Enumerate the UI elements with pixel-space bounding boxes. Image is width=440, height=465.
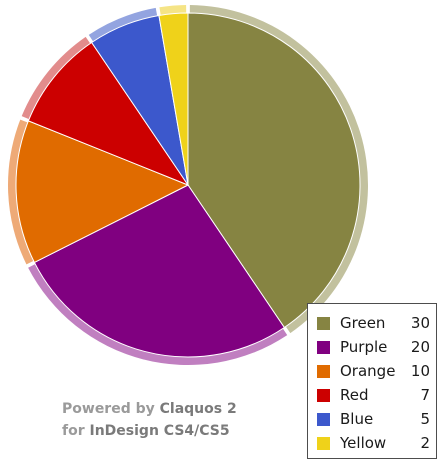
legend-swatch-purple (317, 340, 330, 354)
pie-slice-green (187, 12, 361, 329)
pie-slice-layer (15, 12, 361, 358)
legend-swatch-yellow (317, 436, 330, 450)
credit-line-2: for InDesign CS4/CS5 (62, 420, 237, 442)
legend-value-orange: 10 (410, 362, 430, 380)
credit-prefix-1: Powered by (62, 401, 155, 417)
legend-swatch-red (317, 388, 330, 402)
legend-swatch-orange (317, 364, 330, 378)
legend-item-purple: Purple 20 (317, 335, 430, 359)
chart-legend: Green 30 Purple 20 Orange 10 Red 7 Blue … (307, 303, 437, 459)
credit-product-2: InDesign CS4/CS5 (89, 423, 230, 439)
legend-swatch-blue (317, 412, 330, 426)
credit-prefix-2: for (62, 423, 85, 439)
credit-product-1: Claquos 2 (159, 401, 237, 417)
legend-value-red: 7 (420, 386, 430, 404)
credit-line-1: Powered by Claquos 2 (62, 398, 237, 420)
legend-label-green: Green (340, 314, 386, 332)
legend-label-purple: Purple (340, 338, 388, 356)
legend-item-orange: Orange 10 (317, 359, 430, 383)
pie-slice-purple (33, 184, 286, 358)
pie-slice-red (27, 41, 190, 187)
pie-slice-orange (15, 120, 190, 264)
legend-swatch-green (317, 316, 330, 330)
legend-label-blue: Blue (340, 410, 374, 428)
legend-item-red: Red 7 (317, 383, 430, 407)
legend-item-green: Green 30 (317, 311, 430, 335)
legend-item-yellow: Yellow 2 (317, 431, 430, 455)
legend-label-orange: Orange (340, 362, 396, 380)
legend-label-red: Red (340, 386, 369, 404)
legend-item-blue: Blue 5 (317, 407, 430, 431)
legend-value-yellow: 2 (420, 434, 430, 452)
legend-value-green: 30 (410, 314, 430, 332)
legend-value-purple: 20 (410, 338, 430, 356)
pie-slice-yellow (158, 12, 189, 186)
legend-value-blue: 5 (420, 410, 430, 428)
powered-by-credit: Powered by Claquos 2 for InDesign CS4/CS… (62, 398, 237, 442)
legend-label-yellow: Yellow (340, 434, 387, 452)
